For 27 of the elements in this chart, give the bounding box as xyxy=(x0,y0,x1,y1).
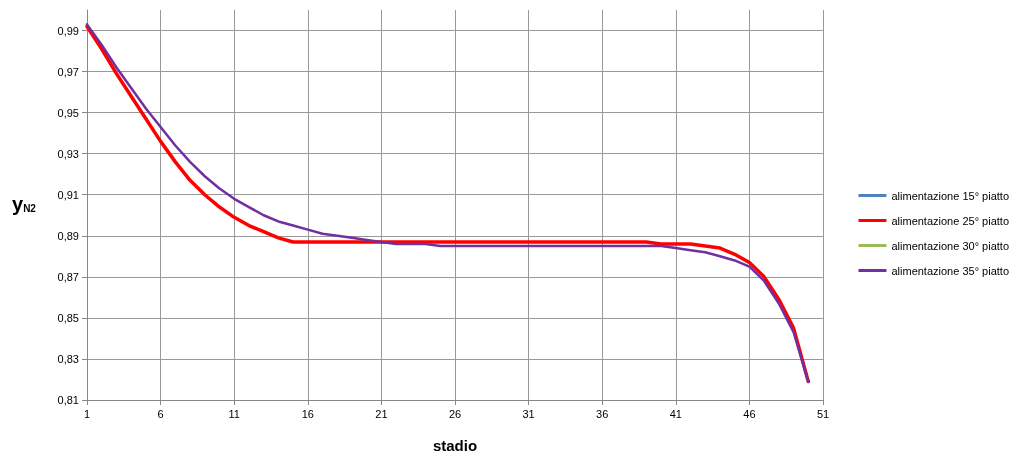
x-tick-label: 1 xyxy=(83,407,91,420)
x-tick-label: 46 xyxy=(743,407,756,420)
legend-label: alimentazione 35° piatto xyxy=(891,264,1009,277)
legend-label: alimentazione 25° piatto xyxy=(891,214,1009,227)
x-tick-label: 51 xyxy=(816,407,830,420)
x-tick-label: 6 xyxy=(157,407,164,420)
x-tick-label: 16 xyxy=(301,407,314,420)
y-axis-title: y$_{N2}$ xyxy=(12,193,36,215)
x-tick-label: 31 xyxy=(522,407,535,420)
y-tick-label: 0,91 xyxy=(57,188,79,201)
y-tick-label: 0,83 xyxy=(57,352,79,365)
legend-label: alimentazione 30° piatto xyxy=(891,239,1009,252)
y-tick-label: 0,99 xyxy=(57,24,79,37)
x-tick-label: 21 xyxy=(375,407,388,420)
y-tick-label: 0,95 xyxy=(57,106,79,119)
x-tick-label: 41 xyxy=(669,407,682,420)
x-tick-label: 11 xyxy=(228,407,240,420)
y-tick-label: 0,81 xyxy=(57,394,79,406)
y-tick-label: 0,89 xyxy=(57,229,79,242)
x-tick-label: 26 xyxy=(448,407,462,420)
y-tick-label: 0,97 xyxy=(57,65,79,78)
legend-label: alimentazione 15° piatto xyxy=(891,189,1009,202)
y-tick-label: 0,93 xyxy=(57,147,79,160)
y-tick-label: 0,87 xyxy=(57,270,79,283)
x-axis-title: stadio xyxy=(432,437,478,454)
y-tick-label: 0,85 xyxy=(57,311,79,324)
x-tick-label: 36 xyxy=(596,407,609,420)
